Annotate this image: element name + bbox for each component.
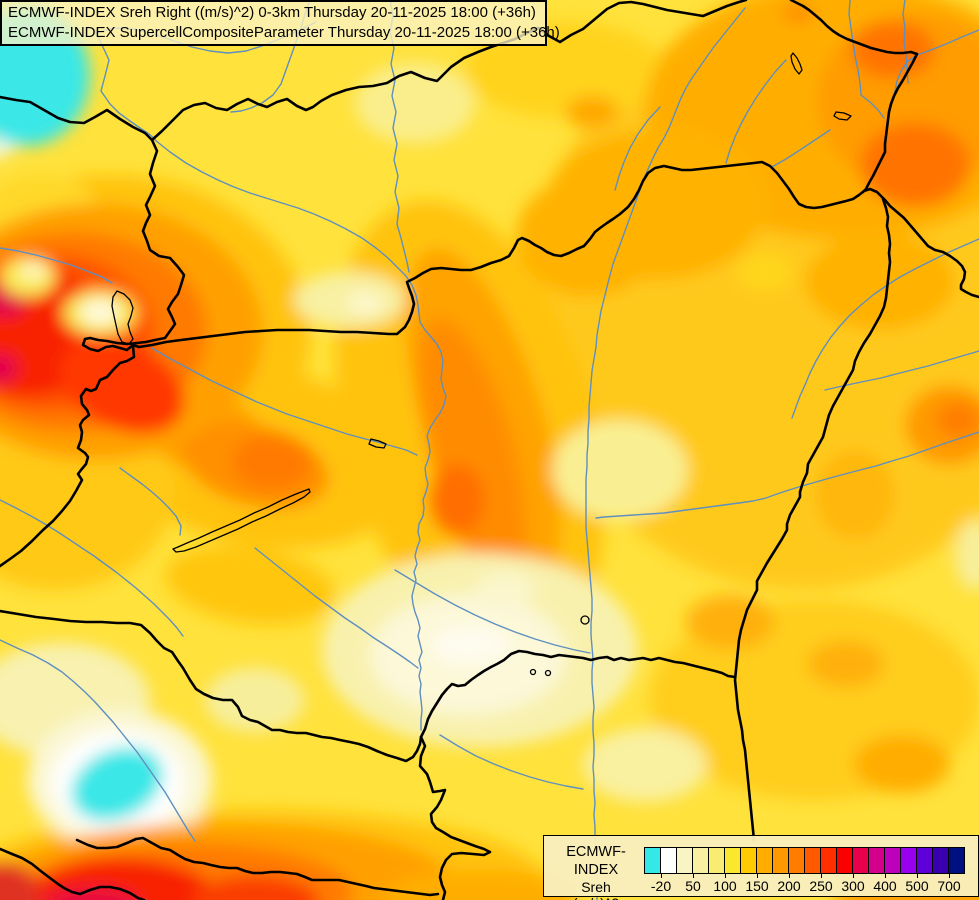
legend-units: (m/s)^2 xyxy=(548,895,644,900)
legend-label-block: ECMWF-INDEX Sreh (m/s)^2 xyxy=(548,843,644,900)
colorbar-tick-label: 250 xyxy=(809,878,833,894)
colorbar-swatch xyxy=(661,848,677,873)
colorbar-tick xyxy=(725,874,726,878)
colorbar-swatch xyxy=(933,848,949,873)
colorbar-tick xyxy=(693,874,694,878)
colorbar-tick xyxy=(821,874,822,878)
colorbar-tick xyxy=(949,874,950,878)
lakes-layer xyxy=(111,52,852,677)
colorbar-tick-label: 300 xyxy=(841,878,865,894)
colorbar-swatch xyxy=(677,848,693,873)
colorbar-swatch xyxy=(821,848,837,873)
colorbar-swatches xyxy=(644,847,965,874)
colorbar-swatch xyxy=(853,848,869,873)
colorbar-tick-label: 150 xyxy=(745,878,769,894)
colorbar-tick-label: 50 xyxy=(685,878,701,894)
colorbar-tick-label: -20 xyxy=(650,878,672,894)
colorbar-swatch xyxy=(645,848,661,873)
small-lake-outline xyxy=(529,668,537,676)
colorbar-swatch xyxy=(949,848,964,873)
colorbar-swatch xyxy=(773,848,789,873)
colorbar-swatch xyxy=(789,848,805,873)
colorbar-swatch xyxy=(917,848,933,873)
colorbar-swatch xyxy=(725,848,741,873)
colorbar-swatch xyxy=(885,848,901,873)
colorbar-tick xyxy=(789,874,790,878)
colorbar-swatch xyxy=(693,848,709,873)
forecast-header: ECMWF-INDEX Sreh Right ((m/s)^2) 0-3km T… xyxy=(0,0,560,46)
header-line-1: ECMWF-INDEX Sreh Right ((m/s)^2) 0-3km T… xyxy=(8,4,536,21)
lake-velence-outline xyxy=(368,438,387,449)
colorbar-tick-label: 500 xyxy=(905,878,929,894)
colorbar-swatch xyxy=(709,848,725,873)
colorbar-swatch xyxy=(869,848,885,873)
colorbar-tick-label: 200 xyxy=(777,878,801,894)
colorbar-swatch xyxy=(805,848,821,873)
small-lake-outline xyxy=(544,669,552,677)
colorbar-swatch xyxy=(901,848,917,873)
header-line-2: ECMWF-INDEX SupercellCompositeParameter … xyxy=(8,24,560,41)
colorbar-tick xyxy=(885,874,886,878)
colorbar-swatch xyxy=(757,848,773,873)
small-lake-outline xyxy=(790,52,803,75)
colorbar-tick xyxy=(757,874,758,878)
lake-balaton-outline xyxy=(172,488,311,553)
colorbar-tick xyxy=(917,874,918,878)
small-lake-outline xyxy=(580,615,590,625)
colorbar-tick-label: 400 xyxy=(873,878,897,894)
colorbar-tick xyxy=(853,874,854,878)
colorbar-tick-label: 100 xyxy=(713,878,737,894)
small-lake-outline xyxy=(833,111,852,121)
colorbar-tick xyxy=(661,874,662,878)
colorbar-legend: ECMWF-INDEX Sreh (m/s)^2 -20 50 100 150 200 2… xyxy=(543,835,979,900)
legend-model-name: ECMWF-INDEX xyxy=(566,844,626,878)
colorbar-tick-label: 700 xyxy=(937,878,961,894)
lake-neusiedl-outline xyxy=(111,290,134,345)
legend-parameter-name: Sreh xyxy=(581,879,611,895)
colorbar-swatch xyxy=(837,848,853,873)
colorbar-swatch xyxy=(741,848,757,873)
